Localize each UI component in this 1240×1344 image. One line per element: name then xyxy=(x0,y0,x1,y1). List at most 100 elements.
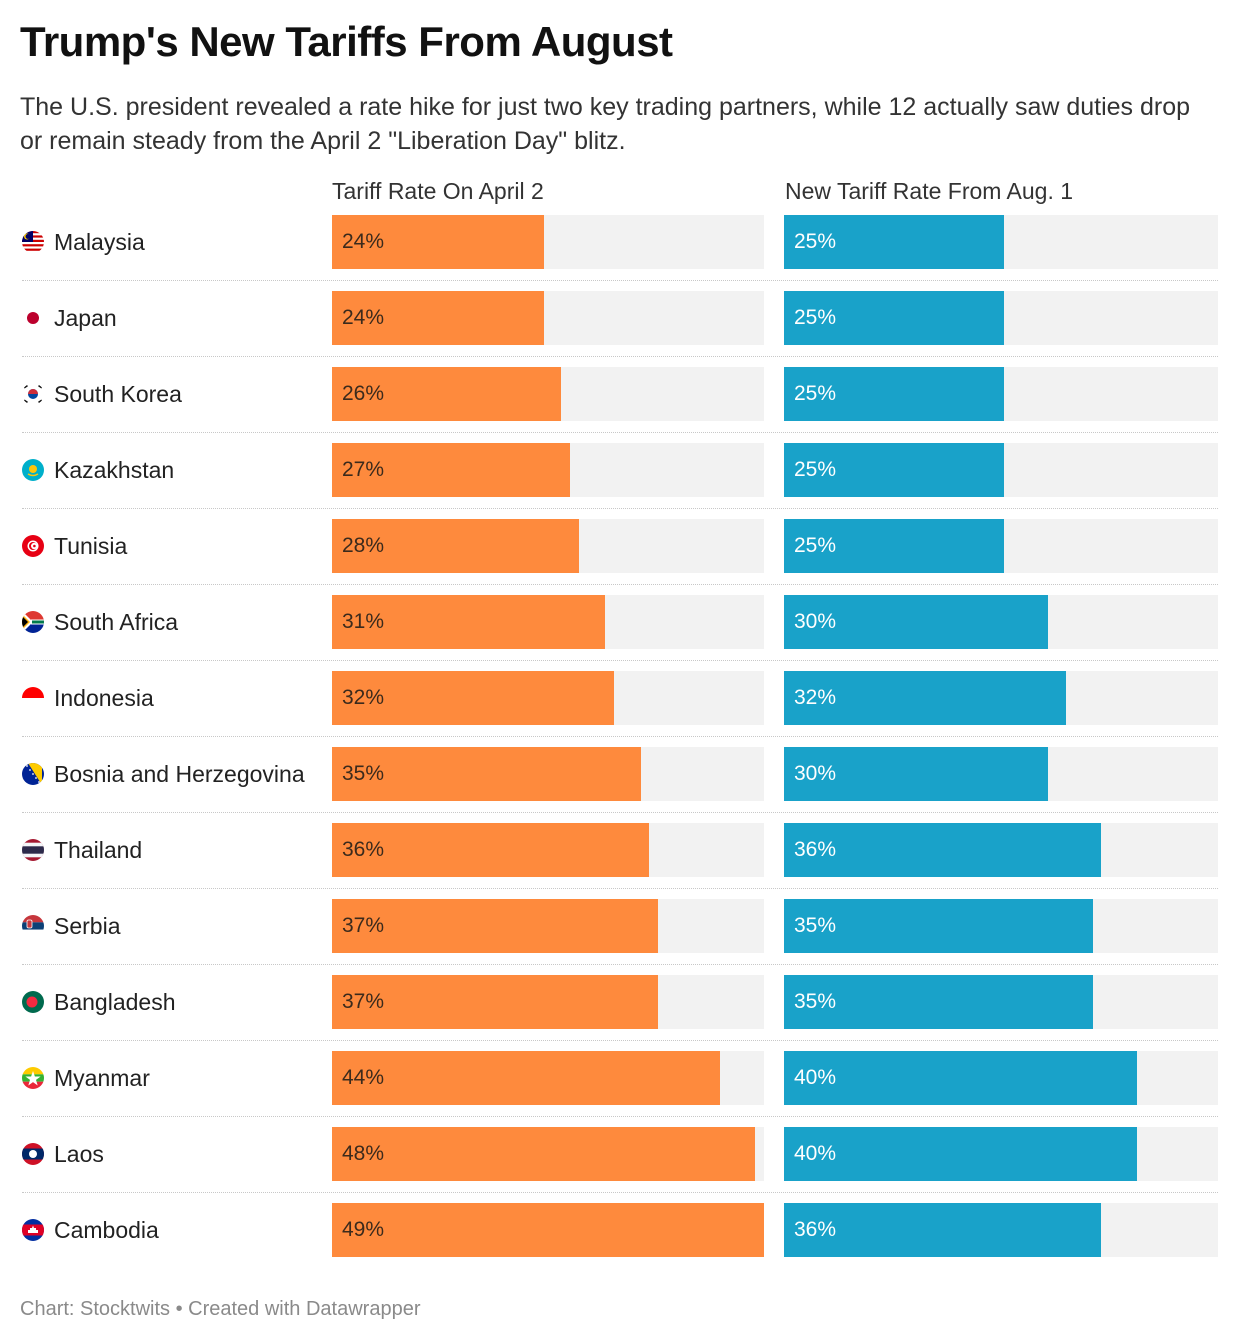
value-label-april: 48% xyxy=(342,1142,385,1165)
value-label-aug: 25% xyxy=(794,382,837,405)
bar-aug xyxy=(784,291,1005,345)
column-header-april: Tariff Rate On April 2 xyxy=(332,178,544,204)
bar-track-april: 27% xyxy=(332,443,764,497)
row-divider xyxy=(22,508,1218,509)
row-divider xyxy=(22,660,1218,661)
table-row: Cambodia 49% 36% xyxy=(0,1203,1240,1279)
table-row: Tunisia 28% 25% xyxy=(0,519,1240,595)
japan-flag-icon xyxy=(22,307,44,329)
thailand-flag-icon xyxy=(22,839,44,861)
bar-track-april: 26% xyxy=(332,367,764,421)
country-label: Myanmar xyxy=(22,1051,150,1105)
country-label: Japan xyxy=(22,291,117,345)
country-name: Kazakhstan xyxy=(54,456,175,483)
indonesia-flag-icon xyxy=(22,687,44,709)
bar-aug xyxy=(784,1127,1137,1181)
chart-footer: Chart: Stocktwits • Created with Datawra… xyxy=(20,1298,421,1320)
value-label-aug: 25% xyxy=(794,306,837,329)
value-label-april: 31% xyxy=(342,610,385,633)
country-label: Bangladesh xyxy=(22,975,176,1029)
value-label-aug: 40% xyxy=(794,1066,837,1089)
table-row: Thailand 36% 36% xyxy=(0,823,1240,899)
country-label: Cambodia xyxy=(22,1203,159,1257)
value-label-aug: 36% xyxy=(794,1218,837,1241)
bar-april xyxy=(332,443,571,497)
bar-track-april: 32% xyxy=(332,671,764,725)
country-name: Bosnia and Herzegovina xyxy=(54,760,305,787)
table-row: South Korea 26% 25% xyxy=(0,367,1240,443)
country-label: Indonesia xyxy=(22,671,154,725)
value-label-april: 36% xyxy=(342,838,385,861)
column-header-august: New Tariff Rate From Aug. 1 xyxy=(785,178,1074,204)
row-divider xyxy=(22,356,1218,357)
bar-track-aug: 25% xyxy=(784,443,1218,497)
country-label: South Africa xyxy=(22,595,178,649)
value-label-aug: 30% xyxy=(794,610,837,633)
country-name: Japan xyxy=(54,304,117,331)
value-label-april: 35% xyxy=(342,762,385,785)
country-label: Tunisia xyxy=(22,519,127,573)
bar-april xyxy=(332,519,579,573)
bar-april xyxy=(332,899,659,953)
row-divider xyxy=(22,432,1218,433)
value-label-aug: 25% xyxy=(794,458,837,481)
value-label-april: 27% xyxy=(342,458,385,481)
value-label-aug: 30% xyxy=(794,762,837,785)
bar-track-aug: 25% xyxy=(784,519,1218,573)
serbia-flag-icon xyxy=(22,915,44,937)
bar-track-aug: 36% xyxy=(784,823,1218,877)
country-label: Serbia xyxy=(22,899,120,953)
south-korea-flag-icon xyxy=(22,383,44,405)
table-row: Bangladesh 37% 35% xyxy=(0,975,1240,1051)
bar-track-aug: 25% xyxy=(784,215,1218,269)
bar-aug xyxy=(784,1203,1102,1257)
bar-april xyxy=(332,747,641,801)
value-label-aug: 40% xyxy=(794,1142,837,1165)
value-label-april: 37% xyxy=(342,914,385,937)
bar-track-april: 48% xyxy=(332,1127,764,1181)
country-label: Kazakhstan xyxy=(22,443,174,497)
bar-track-april: 28% xyxy=(332,519,764,573)
bar-track-aug: 36% xyxy=(784,1203,1218,1257)
bar-april xyxy=(332,975,659,1029)
bar-april xyxy=(332,1127,756,1181)
row-divider xyxy=(22,736,1218,737)
bar-track-april: 37% xyxy=(332,975,764,1029)
bar-track-april: 37% xyxy=(332,899,764,953)
country-label: Malaysia xyxy=(22,215,145,269)
value-label-aug: 35% xyxy=(794,990,837,1013)
bar-track-aug: 30% xyxy=(784,747,1218,801)
country-name: Laos xyxy=(54,1140,104,1167)
bar-track-april: 36% xyxy=(332,823,764,877)
bar-april xyxy=(332,291,544,345)
country-name: Malaysia xyxy=(54,228,145,255)
bar-track-april: 24% xyxy=(332,291,764,345)
table-row: Bosnia and Herzegovina 35% 30% xyxy=(0,747,1240,823)
bar-aug xyxy=(784,671,1067,725)
row-divider xyxy=(22,1040,1218,1041)
bar-track-aug: 32% xyxy=(784,671,1218,725)
value-label-april: 44% xyxy=(342,1066,385,1089)
bar-april xyxy=(332,367,562,421)
value-label-april: 28% xyxy=(342,534,385,557)
value-label-aug: 25% xyxy=(794,230,837,253)
bar-aug xyxy=(784,975,1093,1029)
country-name: South Korea xyxy=(54,380,182,407)
cambodia-flag-icon xyxy=(22,1219,44,1241)
value-label-april: 24% xyxy=(342,230,385,253)
table-row: Japan 24% 25% xyxy=(0,291,1240,367)
country-name: Indonesia xyxy=(54,684,154,711)
bar-april xyxy=(332,1051,720,1105)
bar-aug xyxy=(784,747,1049,801)
row-divider xyxy=(22,1116,1218,1117)
bar-aug xyxy=(784,823,1102,877)
bar-aug xyxy=(784,215,1005,269)
south-africa-flag-icon xyxy=(22,611,44,633)
value-label-aug: 36% xyxy=(794,838,837,861)
value-label-april: 26% xyxy=(342,382,385,405)
bar-aug xyxy=(784,595,1049,649)
bar-track-april: 24% xyxy=(332,215,764,269)
chart-title: Trump's New Tariffs From August xyxy=(20,18,673,65)
country-label: Thailand xyxy=(22,823,142,877)
bar-aug xyxy=(784,899,1093,953)
